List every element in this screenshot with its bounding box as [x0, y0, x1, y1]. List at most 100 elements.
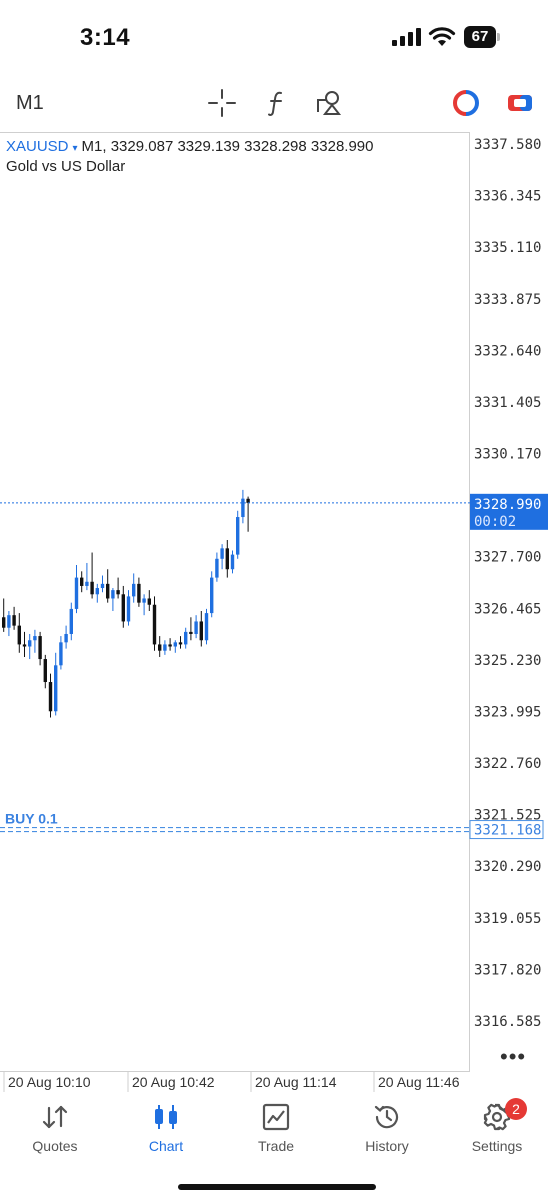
candle-body — [80, 577, 84, 586]
candle-body — [215, 558, 219, 578]
nav-quotes[interactable]: Quotes — [5, 1098, 105, 1162]
x-tick-label: 20 Aug 11:46 — [378, 1074, 460, 1090]
bottom-navigation: Quotes Chart Trade History — [0, 1098, 553, 1168]
y-tick-label: 3316.585 — [474, 1014, 541, 1030]
candle — [152, 596, 157, 651]
candle — [246, 496, 250, 532]
candle-body — [22, 644, 27, 647]
candle-body — [43, 659, 47, 683]
status-bar: 3:14 67 — [0, 0, 553, 72]
symbol-header[interactable]: XAUUSD ▾ M1, 3329.087 3329.139 3328.298 33… — [6, 138, 373, 155]
candle — [80, 571, 84, 593]
candle-body — [95, 588, 99, 595]
candle — [210, 571, 214, 618]
symbol-dropdown-icon[interactable]: ▾ — [72, 143, 78, 154]
candle — [69, 602, 73, 641]
candle — [85, 562, 89, 591]
candle-body — [199, 621, 203, 641]
candle-body — [126, 596, 131, 622]
nav-history-label: History — [365, 1138, 409, 1154]
candle — [2, 598, 6, 632]
timeframe-button[interactable]: M1 — [16, 92, 44, 114]
nav-settings-label: Settings — [471, 1138, 523, 1154]
nav-history[interactable]: History — [337, 1098, 437, 1162]
price-chart[interactable]: 3337.580 3336.345 3335.110 3333.875 3332.640… — [0, 0, 553, 1100]
candle — [74, 565, 79, 614]
symbol-description: Gold vs US Dollar — [6, 158, 126, 175]
x-tick-label: 20 Aug 10:42 — [132, 1074, 215, 1090]
candle — [64, 625, 68, 649]
candle — [38, 631, 42, 666]
candle — [54, 652, 58, 716]
candle — [22, 631, 27, 657]
wifi-icon — [428, 27, 456, 46]
y-tick-label: 3325.230 — [474, 653, 541, 669]
candle-body — [163, 644, 167, 651]
candle-body — [74, 577, 79, 609]
indicator-icon[interactable] — [262, 88, 292, 118]
candle — [163, 640, 167, 655]
candle-body — [152, 604, 157, 645]
candle — [43, 654, 47, 689]
one-click-icon[interactable] — [505, 88, 535, 118]
candle-body — [168, 644, 172, 647]
candle — [59, 636, 63, 670]
candle — [12, 606, 16, 630]
candle-body — [100, 583, 105, 589]
candle — [100, 575, 105, 593]
candle — [111, 588, 115, 612]
candle-body — [106, 583, 110, 599]
candle-body — [225, 548, 229, 570]
current-price-tag — [470, 493, 548, 530]
candle — [132, 573, 136, 603]
y-tick-label: 3327.700 — [474, 550, 541, 566]
candle-body — [210, 577, 214, 614]
candle-body — [7, 615, 11, 628]
current-price-label: 3328.990 — [474, 497, 541, 513]
candle — [126, 590, 131, 626]
candle-body — [158, 644, 162, 651]
crosshair-icon[interactable] — [207, 88, 237, 118]
candle — [7, 611, 11, 637]
nav-chart[interactable]: Chart — [116, 1098, 216, 1162]
candle-body — [69, 608, 73, 634]
candle — [90, 552, 94, 599]
order-price-label: 3321.168 — [474, 823, 541, 839]
candle-body — [111, 590, 115, 599]
candle-body — [173, 642, 177, 647]
candle — [142, 594, 146, 616]
candle — [168, 638, 172, 651]
candle-body — [142, 598, 146, 603]
objects-icon[interactable] — [314, 88, 344, 118]
nav-trade[interactable]: Trade — [226, 1098, 326, 1162]
candle-body — [220, 548, 224, 559]
candle — [173, 640, 177, 653]
more-menu-icon[interactable]: ••• — [500, 1044, 527, 1069]
symbol-name[interactable]: XAUUSD — [6, 138, 69, 155]
battery-level: 67 — [471, 28, 489, 45]
y-tick-label: 3333.875 — [474, 292, 541, 308]
trade-toggle-icon[interactable] — [451, 88, 481, 118]
y-tick-label: 3335.110 — [474, 240, 541, 256]
x-tick-label: 20 Aug 11:14 — [255, 1074, 337, 1090]
order-line-label[interactable]: BUY 0.1 — [5, 811, 58, 827]
candle — [199, 611, 203, 647]
chart-icon — [155, 1105, 177, 1129]
y-tick-label: 3322.760 — [474, 756, 541, 772]
y-tick-label: 3319.055 — [474, 911, 541, 927]
candle — [147, 590, 151, 612]
chart-plot-area[interactable] — [0, 132, 470, 1072]
candle-body — [33, 636, 37, 641]
y-tick-label: 3337.580 — [474, 137, 541, 153]
y-tick-label: 3323.995 — [474, 704, 541, 720]
y-tick-label: 3332.640 — [474, 343, 541, 359]
battery-icon: 67 — [464, 26, 502, 48]
candle-body — [132, 583, 136, 597]
candle-body — [90, 581, 94, 595]
y-tick-label: 3330.170 — [474, 447, 541, 463]
bar-countdown-label: 00:02 — [474, 514, 516, 530]
y-tick-label: 3320.290 — [474, 859, 541, 875]
candle-body — [241, 498, 245, 518]
nav-settings[interactable]: 2 Settings — [447, 1098, 547, 1162]
candle — [106, 569, 110, 603]
